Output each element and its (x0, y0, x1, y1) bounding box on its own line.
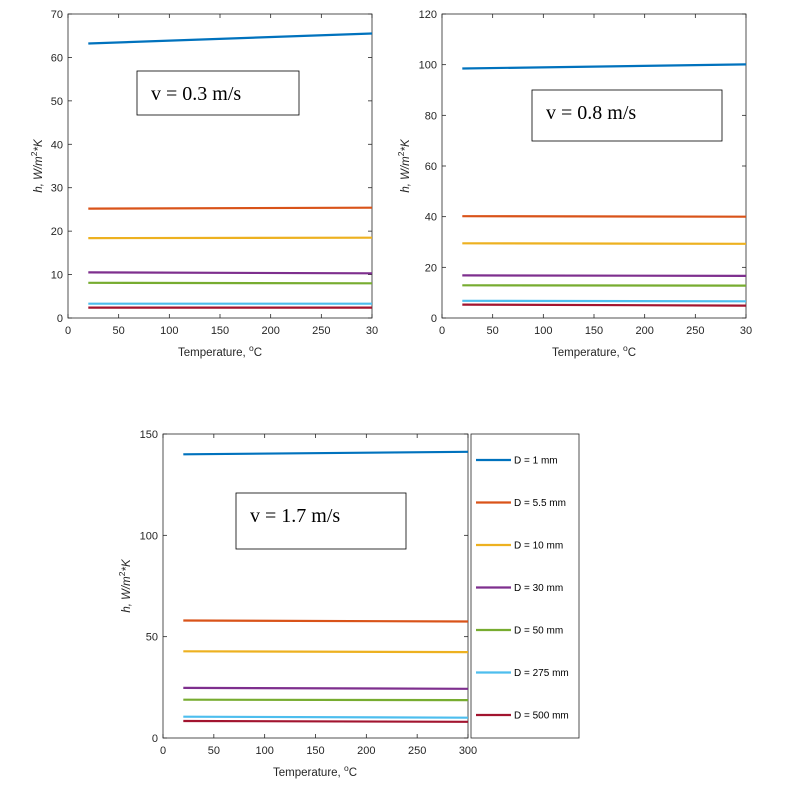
legend-entry-4: D = 30 mm (514, 583, 563, 594)
y-tick-label: 10 (51, 270, 63, 282)
x-tick-label: 30 (740, 325, 752, 337)
x-tick-label: 100 (255, 745, 273, 757)
legend-entry-1: D = 1 mm (514, 456, 558, 467)
y-tick-label: 40 (425, 212, 437, 224)
legend-entry-3: D = 10 mm (514, 541, 563, 552)
x-tick-label: 150 (306, 745, 324, 757)
x-tick-label: 250 (686, 325, 704, 337)
y-tick-label: 50 (146, 632, 158, 644)
series-line-2 (88, 206, 373, 210)
legend: D = 1 mm D = 5.5 mm D = 10 mm D = 30 mm D = … (470, 433, 580, 739)
series-line-2 (462, 215, 747, 218)
x-tick-label: 200 (357, 745, 375, 757)
y-tick-label: 100 (419, 60, 437, 72)
x-axis-label: Temperature, oC (273, 763, 357, 779)
y-tick-label: 0 (431, 313, 437, 325)
x-tick-label: 150 (211, 325, 229, 337)
series-line-6 (183, 715, 469, 719)
chart-3: 0 50 100 150 200 250 300 0 50 100 150 v = 1.7 m/s Te… (117, 429, 580, 779)
y-tick-label: 50 (51, 96, 63, 108)
series-line-5 (88, 281, 373, 285)
x-tick-label: 200 (635, 325, 653, 337)
x-tick-label: 50 (208, 745, 220, 757)
y-tick-label: 80 (425, 110, 437, 122)
series-line-6 (462, 299, 747, 303)
legend-entry-6: D = 275 mm (514, 668, 569, 679)
series-line-4 (88, 271, 373, 275)
x-tick-label: 250 (312, 325, 330, 337)
x-tick-label: 0 (65, 325, 71, 337)
series-line-2 (183, 619, 469, 623)
x-tick-label: 150 (585, 325, 603, 337)
y-tick-label: 0 (57, 313, 63, 325)
y-tick-label: 40 (51, 139, 63, 151)
x-tick-label: 0 (439, 325, 445, 337)
x-tick-label: 30 (366, 325, 378, 337)
x-tick-label: 300 (459, 745, 477, 757)
legend-entry-7: D = 500 mm (514, 711, 569, 722)
y-tick-label: 0 (152, 733, 158, 745)
y-tick-label: 150 (140, 429, 158, 441)
series-line-1 (88, 32, 373, 45)
x-tick-label: 0 (160, 745, 166, 757)
series-line-3 (183, 650, 469, 654)
y-tick-label: 70 (51, 9, 63, 21)
x-tick-label: 100 (160, 325, 178, 337)
series-line-1 (183, 450, 469, 456)
series-line-1 (462, 63, 747, 70)
annotation-box (136, 70, 300, 116)
series-line-7 (462, 303, 747, 307)
y-tick-label: 100 (140, 530, 158, 542)
plot-area (67, 13, 373, 319)
series-line-4 (183, 686, 469, 690)
y-tick-label: 120 (419, 9, 437, 21)
annotation-box (235, 492, 407, 550)
x-axis-label: Temperature, oC (178, 343, 262, 359)
x-tick-label: 200 (261, 325, 279, 337)
y-axis-label: h, W/m2*K (29, 138, 45, 193)
annotation-text: v = 1.7 m/s (250, 505, 340, 527)
y-tick-label: 20 (425, 262, 437, 274)
y-tick-label: 60 (51, 52, 63, 64)
x-tick-label: 100 (534, 325, 552, 337)
y-tick-label: 60 (425, 161, 437, 173)
plot-area (441, 13, 747, 319)
y-axis-label: h, W/m2*K (396, 138, 412, 193)
legend-entry-2: D = 5.5 mm (514, 498, 566, 509)
annotation-text: v = 0.8 m/s (546, 102, 636, 124)
x-tick-label: 50 (487, 325, 499, 337)
annotation-text: v = 0.3 m/s (151, 83, 241, 105)
x-axis-label: Temperature, oC (552, 343, 636, 359)
series-line-3 (462, 242, 747, 245)
series-line-4 (462, 274, 747, 277)
y-axis-label: h, W/m2*K (117, 558, 133, 613)
plot-area (162, 433, 469, 739)
series-line-7 (183, 719, 469, 723)
y-tick-label: 30 (51, 183, 63, 195)
x-tick-label: 250 (408, 745, 426, 757)
annotation-box (531, 89, 723, 142)
legend-box (470, 433, 580, 739)
x-tick-label: 50 (113, 325, 125, 337)
y-tick-label: 20 (51, 226, 63, 238)
legend-entry-5: D = 50 mm (514, 626, 563, 637)
